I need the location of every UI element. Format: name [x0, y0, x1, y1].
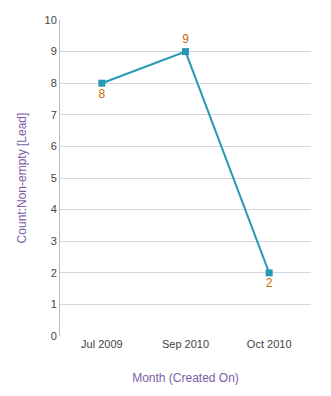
svg-text:2: 2: [266, 276, 273, 290]
svg-text:0: 0: [51, 330, 57, 342]
svg-text:Oct 2010: Oct 2010: [247, 338, 292, 350]
svg-text:Jul 2009: Jul 2009: [81, 338, 123, 350]
svg-text:10: 10: [45, 14, 57, 26]
svg-text:5: 5: [51, 172, 57, 184]
svg-text:Month (Created On): Month (Created On): [132, 371, 239, 385]
svg-text:Sep 2010: Sep 2010: [162, 338, 209, 350]
svg-text:9: 9: [182, 32, 189, 46]
svg-text:7: 7: [51, 109, 57, 121]
svg-text:1: 1: [51, 298, 57, 310]
svg-text:2: 2: [51, 267, 57, 279]
svg-text:6: 6: [51, 140, 57, 152]
svg-text:3: 3: [51, 235, 57, 247]
svg-text:8: 8: [51, 77, 57, 89]
svg-text:Count:Non-empty [Lead]: Count:Non-empty [Lead]: [15, 113, 29, 244]
svg-text:4: 4: [51, 203, 57, 215]
svg-text:9: 9: [51, 45, 57, 57]
svg-text:8: 8: [98, 87, 105, 101]
